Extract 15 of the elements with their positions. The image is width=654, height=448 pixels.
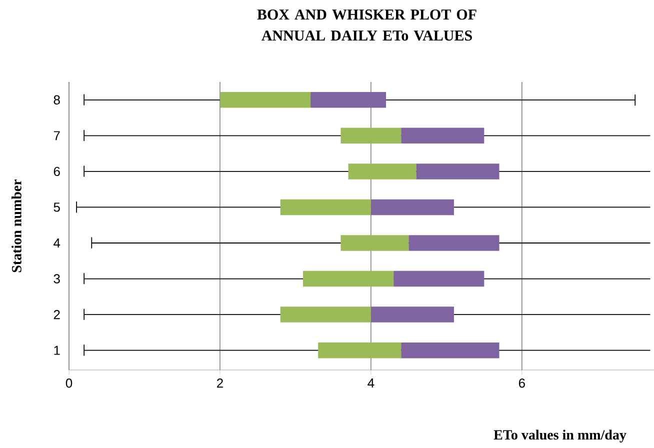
- y-tick-label: 4: [54, 238, 60, 248]
- y-tick-label: 3: [54, 274, 60, 284]
- x-tick-label: 2: [217, 378, 223, 388]
- y-tick-label: 5: [54, 202, 60, 212]
- y-tick-label: 1: [54, 346, 60, 355]
- y-axis-title: Station number: [12, 179, 22, 272]
- x-tick-label: 0: [66, 378, 72, 388]
- x-tick-label: 6: [518, 378, 525, 388]
- y-tick-label: 7: [54, 131, 60, 140]
- y-tick-label: 2: [54, 310, 60, 320]
- y-tick-label: 6: [54, 166, 60, 176]
- chart-title: BOX AND WHISKER PLOT OF ANNUAL DAILY ETo VALUES: [257, 10, 476, 41]
- x-axis-title: ETo values in mm/day: [494, 430, 626, 442]
- x-tick-label: 4: [368, 378, 374, 388]
- y-tick-label: 8: [54, 95, 60, 104]
